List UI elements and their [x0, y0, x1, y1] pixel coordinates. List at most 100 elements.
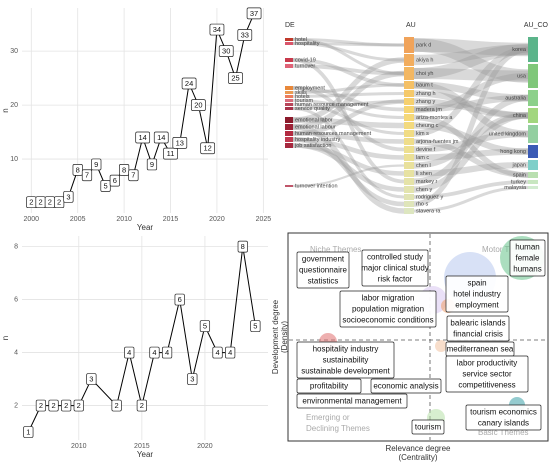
node	[404, 138, 414, 145]
node-label: choi yh	[416, 71, 433, 77]
node-label: arjona-fuentes jm	[416, 139, 459, 145]
data-label: 8	[76, 165, 80, 174]
flow	[292, 99, 405, 119]
data-label: 8	[241, 242, 245, 251]
node-label: emotional labor	[295, 117, 333, 123]
flow	[413, 46, 529, 137]
label-box	[124, 346, 135, 359]
node	[404, 67, 414, 80]
cluster-label: competitiveness	[458, 381, 515, 390]
cluster-label: hospitality industry	[313, 345, 379, 354]
flow	[292, 92, 405, 98]
cluster-label: sustainability	[323, 356, 369, 365]
data-label: 2	[51, 401, 55, 410]
x-tick-label: 2020	[197, 443, 213, 450]
node-label: hotels	[295, 94, 310, 100]
flow	[413, 130, 529, 153]
node	[285, 86, 293, 90]
data-label: 7	[85, 171, 89, 180]
data-label: 30	[222, 47, 230, 56]
flow	[292, 42, 405, 47]
node	[404, 146, 414, 153]
label-box	[111, 399, 122, 412]
cluster-label: service sector	[462, 370, 512, 379]
column-header: AU_CO	[524, 22, 549, 29]
node-label: job satisfaction	[294, 143, 331, 149]
cluster-label: risk factor	[378, 275, 413, 284]
label-box	[191, 99, 206, 111]
flow	[292, 64, 405, 76]
node-label: korea	[512, 47, 527, 53]
node	[285, 64, 293, 68]
data-label: 12	[203, 144, 211, 153]
node-label: devine f	[416, 147, 436, 153]
cluster-box	[296, 378, 362, 394]
cluster-label: questionnaire	[299, 266, 348, 275]
node-label: madera jm	[416, 107, 442, 113]
data-label: 24	[185, 79, 193, 88]
node-label: employment	[295, 85, 325, 91]
y-tick-label: 30	[10, 48, 18, 55]
node-label: covid-19	[295, 57, 316, 63]
label-box	[212, 346, 223, 359]
node	[404, 194, 414, 200]
data-label: 3	[66, 192, 70, 201]
data-label: 37	[250, 9, 258, 18]
data-label: 2	[57, 198, 61, 207]
node-label: rodriguez y	[416, 194, 443, 200]
flow	[413, 94, 529, 185]
label-box	[218, 45, 234, 58]
x-tick-label: 2015	[163, 216, 179, 223]
cluster-box	[465, 404, 542, 431]
node-label: chen l	[416, 163, 431, 169]
label-box	[163, 147, 178, 160]
cluster-label: canary islands	[478, 419, 529, 428]
flow	[292, 58, 405, 184]
node-label: usa	[517, 73, 527, 79]
label-box	[174, 293, 185, 306]
node	[285, 95, 293, 98]
y-axis-label: Development degree	[271, 299, 280, 374]
data-label: 5	[203, 322, 207, 331]
node-label: ariza-montes a	[416, 115, 453, 121]
label-box	[187, 373, 198, 385]
flow	[413, 114, 529, 178]
node	[285, 143, 293, 148]
flow	[413, 180, 529, 199]
cluster-label: tourism economics	[470, 408, 537, 417]
cluster-box	[445, 355, 529, 393]
cluster-label: economic analysis	[373, 382, 438, 391]
label-box	[172, 137, 188, 149]
quadrant-label: Emerging or	[306, 413, 350, 422]
x-tick-label: 2025	[256, 216, 272, 223]
cluster-label: labor productivity	[457, 359, 517, 368]
node	[285, 38, 293, 41]
node-label: zhang h	[416, 91, 436, 97]
node-label: emotional labour	[295, 124, 336, 130]
y-axis-label: n	[1, 336, 10, 340]
data-label: 6	[178, 295, 182, 304]
node-label: chen y	[416, 187, 432, 193]
node	[285, 117, 293, 123]
data-label: 2	[64, 401, 68, 410]
label-box	[209, 23, 225, 36]
cluster-label: balearic islands	[450, 319, 505, 328]
cluster-box	[296, 393, 408, 409]
node-label: turnover	[295, 63, 315, 69]
node	[404, 98, 414, 105]
data-label: 2	[77, 401, 81, 410]
node	[528, 160, 538, 170]
label-box	[86, 373, 97, 385]
quadrant-label: Basic Themes	[478, 428, 529, 437]
data-label: 34	[213, 25, 221, 34]
column-header: DE	[285, 22, 295, 29]
node	[285, 131, 293, 136]
x-axis-label: Year	[137, 450, 154, 459]
node	[285, 58, 293, 62]
y-tick-label: 6	[14, 296, 18, 303]
cluster-label: financial crisis	[453, 330, 503, 339]
x-axis-label: Year	[137, 223, 154, 232]
data-label: 14	[157, 133, 165, 142]
data-label: 2	[48, 198, 52, 207]
